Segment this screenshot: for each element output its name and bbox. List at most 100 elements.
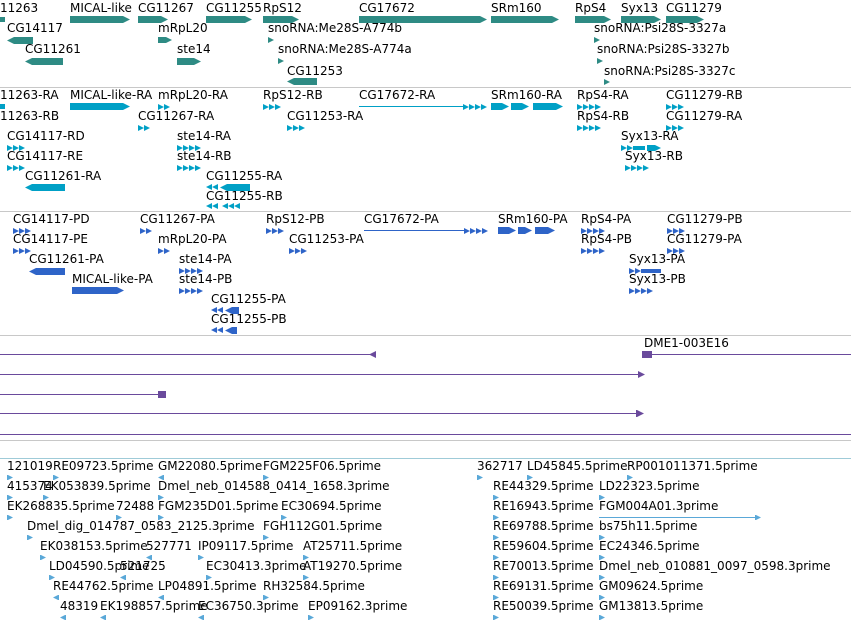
ests-label[interactable]: RE69788.5prime <box>493 519 594 533</box>
ests-label[interactable]: RE70013.5prime <box>493 559 594 573</box>
est-arrow[interactable] <box>263 535 269 540</box>
exon-arrow[interactable] <box>581 228 587 234</box>
exon-arrow[interactable] <box>593 248 599 254</box>
gene-bar[interactable] <box>138 16 168 23</box>
exon-arrow[interactable] <box>7 165 13 171</box>
est-arrow[interactable] <box>53 595 59 600</box>
proteins-label[interactable]: ste14-PB <box>179 272 233 286</box>
exon-arrow[interactable] <box>269 104 275 110</box>
proteins-label[interactable]: CG11253-PA <box>289 232 364 246</box>
exon-arrow[interactable] <box>183 165 189 171</box>
exon-arrow[interactable] <box>295 248 301 254</box>
ests-label[interactable]: LP04891.5prime <box>158 579 257 593</box>
exon-arrow[interactable] <box>635 268 641 274</box>
exon-arrow[interactable] <box>647 288 653 294</box>
transcripts-label[interactable]: RpS12-RB <box>263 88 323 102</box>
protein-bar[interactable] <box>72 287 124 294</box>
est-arrow[interactable] <box>599 615 605 620</box>
ests-label[interactable]: RE69131.5prime <box>493 579 594 593</box>
proteins-label[interactable]: Syx13-PA <box>629 252 686 266</box>
exon-arrow[interactable] <box>191 268 197 274</box>
exon-arrow[interactable] <box>595 104 601 110</box>
exon-arrow[interactable] <box>278 228 284 234</box>
transcripts-label[interactable]: mRpL20-RA <box>158 88 228 102</box>
exon-arrow[interactable] <box>679 228 685 234</box>
exon-arrow[interactable] <box>25 248 31 254</box>
genes-label[interactable]: snoRNA:Me28S-A774b <box>268 21 402 35</box>
proteins-label[interactable]: CG14117-PE <box>13 232 88 246</box>
ests-label[interactable]: RE44329.5prime <box>493 479 594 493</box>
transcripts-label[interactable]: 11263-RB <box>0 109 60 123</box>
ests-label[interactable]: GM13813.5prime <box>599 599 704 613</box>
ests-label[interactable]: 362717 <box>477 459 523 473</box>
gene-bar[interactable] <box>597 58 603 64</box>
est-arrow[interactable] <box>263 595 269 600</box>
gene-bar[interactable] <box>177 58 201 65</box>
genes-label[interactable]: CG11261 <box>25 42 81 56</box>
exon-arrow[interactable] <box>19 248 25 254</box>
exon-arrow[interactable] <box>672 125 678 131</box>
est-arrow[interactable] <box>206 575 212 580</box>
ests-label[interactable]: EC30694.5prime <box>281 499 382 513</box>
transcripts-label[interactable]: RpS4-RB <box>577 109 630 123</box>
proteins-label[interactable]: MICAL-like-PA <box>72 272 153 286</box>
transcript-bar[interactable] <box>533 103 563 110</box>
genes-label[interactable]: snoRNA:Psi28S-3327c <box>604 64 736 78</box>
exon-arrow[interactable] <box>185 288 191 294</box>
gene-bar[interactable] <box>594 37 600 43</box>
ests-label[interactable]: RE59604.5prime <box>493 539 594 553</box>
est-arrow[interactable] <box>7 475 13 480</box>
est-arrow[interactable] <box>281 515 287 520</box>
exon-arrow[interactable] <box>13 248 19 254</box>
ests-label[interactable]: EC24346.5prime <box>599 539 700 553</box>
exon-arrow[interactable] <box>643 165 649 171</box>
exon-arrow[interactable] <box>19 145 25 151</box>
genes-label[interactable]: RpS12 <box>263 1 302 15</box>
exon-arrow[interactable] <box>211 327 217 333</box>
exon-arrow[interactable] <box>583 104 589 110</box>
ests-label[interactable]: GM22080.5prime <box>158 459 263 473</box>
gene-bar[interactable] <box>206 16 252 23</box>
est-arrow[interactable] <box>493 495 499 500</box>
exon-arrow[interactable] <box>212 203 218 209</box>
exon-arrow[interactable] <box>144 125 150 131</box>
exon-arrow[interactable] <box>667 228 673 234</box>
transcripts-label[interactable]: Syx13-RB <box>625 149 683 163</box>
est-arrow[interactable] <box>43 495 49 500</box>
exon-arrow[interactable] <box>197 288 203 294</box>
transcript-bar[interactable] <box>633 146 645 150</box>
genes-label[interactable]: snoRNA:Psi28S-3327a <box>594 21 727 35</box>
ests-label[interactable]: Dmel_neb_014588_0414_1658.3prime <box>158 479 390 493</box>
genes-label[interactable]: ste14 <box>177 42 211 56</box>
proteins-label[interactable]: CG11279-PA <box>667 232 742 246</box>
exon-arrow[interactable] <box>678 125 684 131</box>
est-arrow[interactable] <box>60 615 66 620</box>
exon-arrow[interactable] <box>13 165 19 171</box>
exon-arrow[interactable] <box>482 228 488 234</box>
transcripts-label[interactable]: ste14-RA <box>177 129 231 143</box>
exon-arrow[interactable] <box>593 228 599 234</box>
clone-line[interactable] <box>0 413 638 414</box>
intron-line[interactable] <box>359 106 463 107</box>
exon-arrow[interactable] <box>625 165 631 171</box>
ests-label[interactable]: FGM235D01.5prime <box>158 499 279 513</box>
genes-label[interactable]: RpS4 <box>575 1 607 15</box>
est-arrow[interactable] <box>599 595 605 600</box>
exon-arrow[interactable] <box>599 228 605 234</box>
exon-arrow[interactable] <box>206 203 212 209</box>
clone-line[interactable] <box>0 374 640 375</box>
protein-bar[interactable] <box>225 327 237 334</box>
transcripts-label[interactable]: CG14117-RE <box>7 149 84 163</box>
exon-arrow[interactable] <box>595 125 601 131</box>
genes-label[interactable]: CG11255 <box>206 1 262 15</box>
exon-arrow[interactable] <box>275 104 281 110</box>
exon-arrow[interactable] <box>158 248 164 254</box>
ests-label[interactable]: AT25711.5prime <box>303 539 403 553</box>
exon-arrow[interactable] <box>673 248 679 254</box>
est-arrow[interactable] <box>158 475 164 480</box>
gene-bar[interactable] <box>278 58 284 64</box>
transcript-bar[interactable] <box>491 103 509 110</box>
ests-label[interactable]: Dmel_dig_014787_0583_2125.3prime <box>27 519 255 533</box>
exon-arrow[interactable] <box>666 104 672 110</box>
genes-label[interactable]: snoRNA:Psi28S-3327b <box>597 42 730 56</box>
